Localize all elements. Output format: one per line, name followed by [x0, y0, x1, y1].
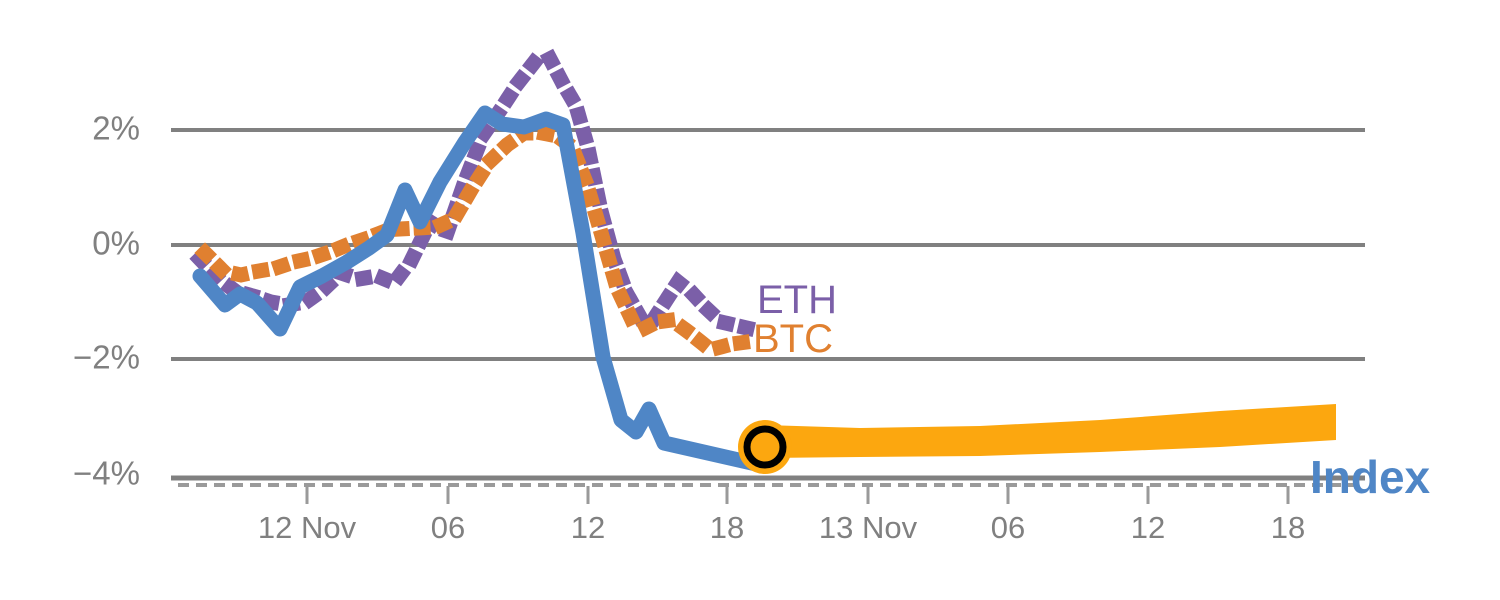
- x-tick-label-7: 12: [1131, 510, 1165, 545]
- x-tick-label-6: 06: [991, 510, 1025, 545]
- legend-label-index: Index: [1310, 451, 1431, 503]
- x-tick-label-3: 12: [571, 510, 605, 545]
- y-tick-label-neg2pct: −2%: [73, 339, 140, 376]
- legend-label-btc: BTC: [753, 317, 833, 361]
- series-line-eth: [189, 48, 756, 337]
- y-tick-label-2pct: 2%: [92, 110, 140, 147]
- x-tick-label-5: 13 Nov: [819, 510, 918, 545]
- y-tick-label-0pct: 0%: [92, 225, 140, 262]
- series-line-btc: [194, 125, 756, 356]
- x-tick-label-2: 06: [431, 510, 465, 545]
- x-axis-ticks: [305, 486, 1290, 504]
- series-line-index: [192, 105, 773, 474]
- series-labels: ETH BTC Index: [753, 278, 1431, 503]
- current-value-marker[interactable]: [738, 420, 792, 474]
- x-tick-label-1: 12 Nov: [258, 510, 357, 545]
- x-axis-labels: 12 Nov 06 12 18 13 Nov 06 12 18: [258, 510, 1305, 545]
- x-axis: [171, 475, 1365, 504]
- legend-label-eth: ETH: [757, 278, 837, 322]
- marker-ring-icon: [743, 425, 787, 469]
- x-tick-label-4: 18: [710, 510, 744, 545]
- forecast-band: [765, 404, 1336, 458]
- y-axis-labels: 2% 0% −2% −4%: [73, 110, 140, 492]
- x-tick-label-8: 18: [1271, 510, 1305, 545]
- y-tick-label-neg4pct: −4%: [73, 455, 140, 492]
